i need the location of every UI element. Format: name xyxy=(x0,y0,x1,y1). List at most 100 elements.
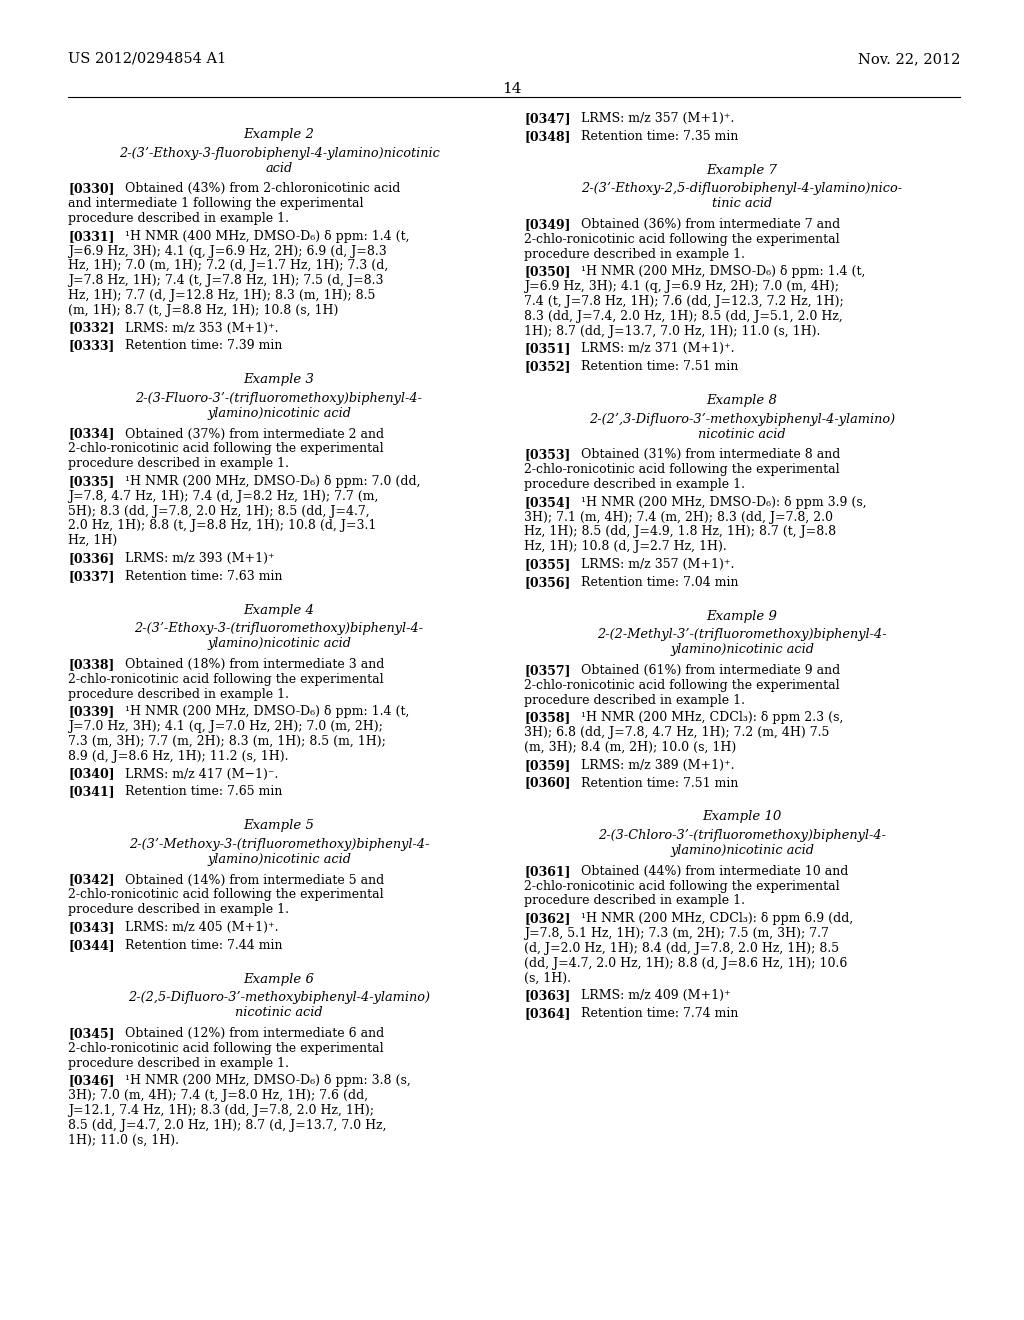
Text: [0341]: [0341] xyxy=(68,785,115,799)
Text: [0358]: [0358] xyxy=(524,711,570,725)
Text: procedure described in example 1.: procedure described in example 1. xyxy=(68,457,289,470)
Text: Obtained (44%) from intermediate 10 and: Obtained (44%) from intermediate 10 and xyxy=(569,865,848,878)
Text: (s, 1H).: (s, 1H). xyxy=(524,972,571,985)
Text: Obtained (31%) from intermediate 8 and: Obtained (31%) from intermediate 8 and xyxy=(569,449,841,462)
Text: acid: acid xyxy=(265,161,293,174)
Text: Example 3: Example 3 xyxy=(244,374,314,387)
Text: [0359]: [0359] xyxy=(524,759,570,772)
Text: J=7.8, 5.1 Hz, 1H); 7.3 (m, 2H); 7.5 (m, 3H); 7.7: J=7.8, 5.1 Hz, 1H); 7.3 (m, 2H); 7.5 (m,… xyxy=(524,927,828,940)
Text: Example 2: Example 2 xyxy=(244,128,314,141)
Text: [0357]: [0357] xyxy=(524,664,570,677)
Text: procedure described in example 1.: procedure described in example 1. xyxy=(524,248,745,260)
Text: [0331]: [0331] xyxy=(68,230,115,243)
Text: 2-(3’-Ethoxy-2,5-difluorobiphenyl-4-ylamino)nico-: 2-(3’-Ethoxy-2,5-difluorobiphenyl-4-ylam… xyxy=(582,182,902,195)
Text: 3H); 7.0 (m, 4H); 7.4 (t, J=8.0 Hz, 1H); 7.6 (dd,: 3H); 7.0 (m, 4H); 7.4 (t, J=8.0 Hz, 1H);… xyxy=(68,1089,368,1102)
Text: J=6.9 Hz, 3H); 4.1 (q, J=6.9 Hz, 2H); 6.9 (d, J=8.3: J=6.9 Hz, 3H); 4.1 (q, J=6.9 Hz, 2H); 6.… xyxy=(68,244,387,257)
Text: [0354]: [0354] xyxy=(524,496,570,508)
Text: ¹H NMR (200 MHz, DMSO-D₆) δ ppm: 7.0 (dd,: ¹H NMR (200 MHz, DMSO-D₆) δ ppm: 7.0 (dd… xyxy=(113,475,421,488)
Text: ylamino)nicotinic acid: ylamino)nicotinic acid xyxy=(670,643,814,656)
Text: ylamino)nicotinic acid: ylamino)nicotinic acid xyxy=(207,638,351,651)
Text: [0332]: [0332] xyxy=(68,322,115,334)
Text: 7.3 (m, 3H); 7.7 (m, 2H); 8.3 (m, 1H); 8.5 (m, 1H);: 7.3 (m, 3H); 7.7 (m, 2H); 8.3 (m, 1H); 8… xyxy=(68,735,386,748)
Text: [0356]: [0356] xyxy=(524,576,570,589)
Text: LRMS: m/z 409 (M+1)⁺: LRMS: m/z 409 (M+1)⁺ xyxy=(569,989,731,1002)
Text: [0338]: [0338] xyxy=(68,657,115,671)
Text: ylamino)nicotinic acid: ylamino)nicotinic acid xyxy=(207,407,351,420)
Text: [0334]: [0334] xyxy=(68,428,115,441)
Text: procedure described in example 1.: procedure described in example 1. xyxy=(524,693,745,706)
Text: ¹H NMR (200 MHz, DMSO-D₆): δ ppm 3.9 (s,: ¹H NMR (200 MHz, DMSO-D₆): δ ppm 3.9 (s, xyxy=(569,496,866,508)
Text: Obtained (61%) from intermediate 9 and: Obtained (61%) from intermediate 9 and xyxy=(569,664,841,677)
Text: ¹H NMR (200 MHz, DMSO-D₆) δ ppm: 1.4 (t,: ¹H NMR (200 MHz, DMSO-D₆) δ ppm: 1.4 (t, xyxy=(113,705,410,718)
Text: Hz, 1H); 7.7 (d, J=12.8 Hz, 1H); 8.3 (m, 1H); 8.5: Hz, 1H); 7.7 (d, J=12.8 Hz, 1H); 8.3 (m,… xyxy=(68,289,376,302)
Text: [0360]: [0360] xyxy=(524,776,570,789)
Text: Retention time: 7.44 min: Retention time: 7.44 min xyxy=(113,939,283,952)
Text: 2-(2,5-Difluoro-3’-methoxybiphenyl-4-ylamino): 2-(2,5-Difluoro-3’-methoxybiphenyl-4-yla… xyxy=(128,991,430,1005)
Text: Retention time: 7.39 min: Retention time: 7.39 min xyxy=(113,339,283,352)
Text: nicotinic acid: nicotinic acid xyxy=(236,1006,323,1019)
Text: Retention time: 7.65 min: Retention time: 7.65 min xyxy=(113,785,283,799)
Text: tinic acid: tinic acid xyxy=(712,197,772,210)
Text: [0346]: [0346] xyxy=(68,1074,115,1088)
Text: J=7.8 Hz, 1H); 7.4 (t, J=7.8 Hz, 1H); 7.5 (d, J=8.3: J=7.8 Hz, 1H); 7.4 (t, J=7.8 Hz, 1H); 7.… xyxy=(68,275,384,288)
Text: [0362]: [0362] xyxy=(524,912,570,925)
Text: [0330]: [0330] xyxy=(68,182,115,195)
Text: LRMS: m/z 417 (M−1)⁻.: LRMS: m/z 417 (M−1)⁻. xyxy=(113,768,279,780)
Text: [0337]: [0337] xyxy=(68,570,115,583)
Text: 5H); 8.3 (dd, J=7.8, 2.0 Hz, 1H); 8.5 (dd, J=4.7,: 5H); 8.3 (dd, J=7.8, 2.0 Hz, 1H); 8.5 (d… xyxy=(68,504,370,517)
Text: Hz, 1H); 10.8 (d, J=2.7 Hz, 1H).: Hz, 1H); 10.8 (d, J=2.7 Hz, 1H). xyxy=(524,540,727,553)
Text: LRMS: m/z 357 (M+1)⁺.: LRMS: m/z 357 (M+1)⁺. xyxy=(569,558,734,572)
Text: Obtained (43%) from 2-chloronicotinic acid: Obtained (43%) from 2-chloronicotinic ac… xyxy=(113,182,400,195)
Text: [0361]: [0361] xyxy=(524,865,570,878)
Text: [0355]: [0355] xyxy=(524,558,570,572)
Text: 2-chlo-ronicotinic acid following the experimental: 2-chlo-ronicotinic acid following the ex… xyxy=(524,678,840,692)
Text: J=7.8, 4.7 Hz, 1H); 7.4 (d, J=8.2 Hz, 1H); 7.7 (m,: J=7.8, 4.7 Hz, 1H); 7.4 (d, J=8.2 Hz, 1H… xyxy=(68,490,379,503)
Text: 2-(3-Chloro-3’-(trifluoromethoxy)biphenyl-4-: 2-(3-Chloro-3’-(trifluoromethoxy)bipheny… xyxy=(598,829,886,842)
Text: procedure described in example 1.: procedure described in example 1. xyxy=(524,478,745,491)
Text: Example 9: Example 9 xyxy=(707,610,777,623)
Text: [0336]: [0336] xyxy=(68,552,115,565)
Text: [0347]: [0347] xyxy=(524,112,570,125)
Text: [0350]: [0350] xyxy=(524,265,570,279)
Text: Hz, 1H): Hz, 1H) xyxy=(68,535,118,548)
Text: [0339]: [0339] xyxy=(68,705,115,718)
Text: Example 8: Example 8 xyxy=(707,393,777,407)
Text: 2-chlo-ronicotinic acid following the experimental: 2-chlo-ronicotinic acid following the ex… xyxy=(68,673,384,686)
Text: Retention time: 7.74 min: Retention time: 7.74 min xyxy=(569,1007,738,1020)
Text: 2-chlo-ronicotinic acid following the experimental: 2-chlo-ronicotinic acid following the ex… xyxy=(68,1041,384,1055)
Text: nicotinic acid: nicotinic acid xyxy=(698,428,785,441)
Text: 8.9 (d, J=8.6 Hz, 1H); 11.2 (s, 1H).: 8.9 (d, J=8.6 Hz, 1H); 11.2 (s, 1H). xyxy=(68,750,289,763)
Text: 14: 14 xyxy=(502,82,522,96)
Text: ¹H NMR (200 MHz, CDCl₃): δ ppm 2.3 (s,: ¹H NMR (200 MHz, CDCl₃): δ ppm 2.3 (s, xyxy=(569,711,844,725)
Text: procedure described in example 1.: procedure described in example 1. xyxy=(68,1056,289,1069)
Text: Retention time: 7.35 min: Retention time: 7.35 min xyxy=(569,129,738,143)
Text: Hz, 1H); 7.0 (m, 1H); 7.2 (d, J=1.7 Hz, 1H); 7.3 (d,: Hz, 1H); 7.0 (m, 1H); 7.2 (d, J=1.7 Hz, … xyxy=(68,260,388,272)
Text: 2-chlo-ronicotinic acid following the experimental: 2-chlo-ronicotinic acid following the ex… xyxy=(524,879,840,892)
Text: 2-chlo-ronicotinic acid following the experimental: 2-chlo-ronicotinic acid following the ex… xyxy=(68,442,384,455)
Text: LRMS: m/z 389 (M+1)⁺.: LRMS: m/z 389 (M+1)⁺. xyxy=(569,759,734,772)
Text: 2-chlo-ronicotinic acid following the experimental: 2-chlo-ronicotinic acid following the ex… xyxy=(68,888,384,902)
Text: [0351]: [0351] xyxy=(524,342,570,355)
Text: ¹H NMR (400 MHz, DMSO-D₆) δ ppm: 1.4 (t,: ¹H NMR (400 MHz, DMSO-D₆) δ ppm: 1.4 (t, xyxy=(113,230,410,243)
Text: LRMS: m/z 393 (M+1)⁺: LRMS: m/z 393 (M+1)⁺ xyxy=(113,552,274,565)
Text: 2-(2-Methyl-3’-(trifluoromethoxy)biphenyl-4-: 2-(2-Methyl-3’-(trifluoromethoxy)bipheny… xyxy=(597,628,887,642)
Text: [0340]: [0340] xyxy=(68,768,115,780)
Text: [0348]: [0348] xyxy=(524,129,570,143)
Text: 2-(3’-Ethoxy-3-fluorobiphenyl-4-ylamino)nicotinic: 2-(3’-Ethoxy-3-fluorobiphenyl-4-ylamino)… xyxy=(119,147,439,160)
Text: Retention time: 7.04 min: Retention time: 7.04 min xyxy=(569,576,738,589)
Text: and intermediate 1 following the experimental: and intermediate 1 following the experim… xyxy=(68,197,364,210)
Text: J=7.0 Hz, 3H); 4.1 (q, J=7.0 Hz, 2H); 7.0 (m, 2H);: J=7.0 Hz, 3H); 4.1 (q, J=7.0 Hz, 2H); 7.… xyxy=(68,721,383,733)
Text: [0363]: [0363] xyxy=(524,989,570,1002)
Text: Obtained (14%) from intermediate 5 and: Obtained (14%) from intermediate 5 and xyxy=(113,874,384,887)
Text: Example 10: Example 10 xyxy=(702,810,781,824)
Text: (dd, J=4.7, 2.0 Hz, 1H); 8.8 (d, J=8.6 Hz, 1H); 10.6: (dd, J=4.7, 2.0 Hz, 1H); 8.8 (d, J=8.6 H… xyxy=(524,957,848,970)
Text: 2-(3’-Ethoxy-3-(trifluoromethoxy)biphenyl-4-: 2-(3’-Ethoxy-3-(trifluoromethoxy)bipheny… xyxy=(134,623,424,635)
Text: 1H); 11.0 (s, 1H).: 1H); 11.0 (s, 1H). xyxy=(68,1134,179,1147)
Text: US 2012/0294854 A1: US 2012/0294854 A1 xyxy=(68,51,226,66)
Text: Example 5: Example 5 xyxy=(244,820,314,832)
Text: 2.0 Hz, 1H); 8.8 (t, J=8.8 Hz, 1H); 10.8 (d, J=3.1: 2.0 Hz, 1H); 8.8 (t, J=8.8 Hz, 1H); 10.8… xyxy=(68,519,377,532)
Text: [0353]: [0353] xyxy=(524,449,570,462)
Text: LRMS: m/z 371 (M+1)⁺.: LRMS: m/z 371 (M+1)⁺. xyxy=(569,342,734,355)
Text: procedure described in example 1.: procedure described in example 1. xyxy=(68,213,289,224)
Text: [0342]: [0342] xyxy=(68,874,115,887)
